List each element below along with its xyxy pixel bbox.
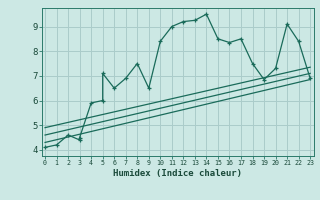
X-axis label: Humidex (Indice chaleur): Humidex (Indice chaleur) — [113, 169, 242, 178]
